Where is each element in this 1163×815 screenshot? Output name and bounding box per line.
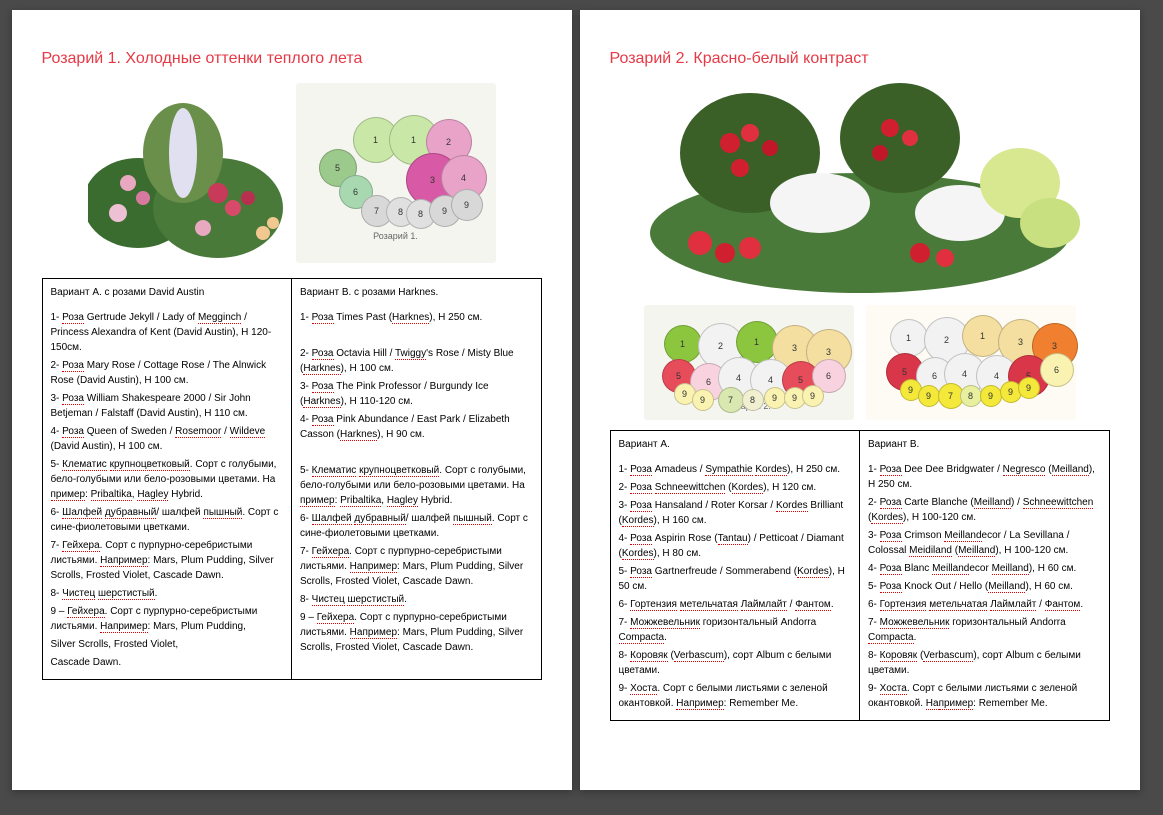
variant-a-header: Вариант А. [619,437,852,452]
plant-item: 6- Шалфей дубравный/ шалфей пышный. Сорт… [51,505,284,535]
diagram-circle: 1 [890,319,928,357]
page1-variant-b: Вариант В. с розами Harknes. 1- Роза Tim… [292,279,541,679]
diagram-circle: 1 [664,325,702,363]
diagram-circle: 6 [1040,353,1074,387]
workspace: Розарий 1. Холодные оттенки теплого лета [12,10,1152,790]
diagram-circle: 9 [980,385,1002,407]
plant-item: Cascade Dawn. [51,655,284,670]
page1-title: Розарий 1. Холодные оттенки теплого лета [42,50,542,68]
page2-variant-a: Вариант А. 1- Роза Amadeus / Sympathie K… [611,431,861,720]
plant-item [300,445,533,460]
plant-item: 5- Клематис крупноцветковый. Сорт с голу… [51,457,284,502]
page2-variants-table: Вариант А. 1- Роза Amadeus / Sympathie K… [610,430,1110,721]
plant-item: 7- Гейхера. Сорт с пурпурно-серебристыми… [51,538,284,583]
plant-item: Silver Scrolls, Frosted Violet, [51,637,284,652]
plant-item [300,328,533,343]
plant-item: 6- Гортензия метельчатая Лаймлайт / Фант… [868,597,1101,612]
plant-item: 6- Шалфей дубравный/ шалфей пышный. Сорт… [300,511,533,541]
planting-diagram-1: 112356478899 Розарий 1. [296,83,496,263]
plant-item: 2- Роза Mary Rose / Cottage Rose / The A… [51,358,284,388]
diagram-circle: 9 [918,385,940,407]
variant-b-header: Вариант В. [868,437,1101,452]
plant-item: 7- Можжевельник горизонтальный Andorra C… [619,615,852,645]
diagram-circle: 9 [764,387,786,409]
plant-item: 8- Чистец шерстистый. [51,586,284,601]
page1-image-row: 112356478899 Розарий 1. [42,83,542,263]
planting-diagram-2a: 121335644569978999 Розарий 2. [644,305,854,420]
page1-variant-a: Вариант А. с розами David Austin 1- Роза… [43,279,293,679]
plant-item: 3- Роза Hansaland / Roter Korsar / Korde… [619,498,852,528]
plant-item: 2- Роза Schneewittchen (Kordes), H 120 с… [619,480,852,495]
plant-item: 3- Роза William Shakespeare 2000 / Sir J… [51,391,284,421]
plant-item: 2- Роза Octavia Hill / Twiggy's Rose / M… [300,346,533,376]
plant-item: 4- Роза Queen of Sweden / Rosemoor / Wil… [51,424,284,454]
plant-item: 2- Роза Carte Blanche (Meilland) / Schne… [868,495,1101,525]
plant-item: 3- Роза The Pink Professor / Burgundy Ic… [300,379,533,409]
plant-item: 6- Гортензия метельчатая Лаймлайт / Фант… [619,597,852,612]
plant-item: 5- Роза Knock Out / Hello (Meilland), H … [868,579,1101,594]
plant-item: 4- Роза Blanc Meillandecor Meilland), H … [868,561,1101,576]
diagram-circle: 9 [692,389,714,411]
plant-item: 8- Коровяк (Verbascum), сорт Album с бел… [868,648,1101,678]
variant-a-header: Вариант А. с розами David Austin [51,285,284,300]
diagram1-caption: Розарий 1. [373,231,418,241]
plant-item: 4- Роза Pink Abundance / East Park / Eli… [300,412,533,442]
page-1: Розарий 1. Холодные оттенки теплого лета [12,10,572,790]
plant-item: 3- Роза Crimson Meillandecor / La Sevill… [868,528,1101,558]
page-2: Розарий 2. Красно-белый контраст [580,10,1140,790]
variant-b-header: Вариант В. с розами Harknes. [300,285,533,300]
diagram-circle: 9 [802,385,824,407]
plant-item: 9- Хоста. Сорт с белыми листьями с зелен… [868,681,1101,711]
diagram-circle: 9 [1018,377,1040,399]
plant-item: 4- Роза Aspirin Rose (Tantau) / Petticoa… [619,531,852,561]
plant-item: 7- Гейхера. Сорт с пурпурно-серебристыми… [300,544,533,589]
plant-item: 9 – Гейхера. Сорт с пурпурно-серебристым… [300,610,533,655]
plant-item: 1- Роза Gertrude Jekyll / Lady of Meggin… [51,310,284,355]
page1-variants-table: Вариант А. с розами David Austin 1- Роза… [42,278,542,680]
garden-photo-1 [88,83,288,263]
plant-item: 8- Коровяк (Verbascum), сорт Album с бел… [619,648,852,678]
diagram-circle: 7 [718,387,744,413]
page2-diagram-row: 121335644569978999 Розарий 2. 1213356445… [610,305,1110,420]
plant-item: 8- Чистец шерстистый. [300,592,533,607]
plant-item: 1- Роза Dee Dee Bridgwater / Negresco (M… [868,462,1101,492]
plant-item: 9 – Гейхера. Сорт с пурпурно-серебристым… [51,604,284,634]
diagram-circle: 9 [451,189,483,221]
page2-variant-b: Вариант В. 1- Роза Dee Dee Bridgwater / … [860,431,1109,720]
plant-item: 1- Роза Times Past (Harknes), H 250 см. [300,310,533,325]
diagram-circle: 1 [962,315,1004,357]
page2-title: Розарий 2. Красно-белый контраст [610,50,1110,68]
plant-item: 5- Клематис крупноцветковый. Сорт с голу… [300,463,533,508]
plant-item: 1- Роза Amadeus / Sympathie Kordes), H 2… [619,462,852,477]
planting-diagram-2b: 121335644569978999 [866,305,1076,420]
diagram-circle: 8 [960,385,982,407]
plant-item: 7- Можжевельник горизонтальный Andorra C… [868,615,1101,645]
diagram-circle: 8 [742,389,764,411]
plant-item: 9- Хоста. Сорт с белыми листьями с зелен… [619,681,852,711]
garden-photo-2 [640,83,1080,293]
plant-item: 5- Роза Gartnerfreude / Sommerabend (Kor… [619,564,852,594]
